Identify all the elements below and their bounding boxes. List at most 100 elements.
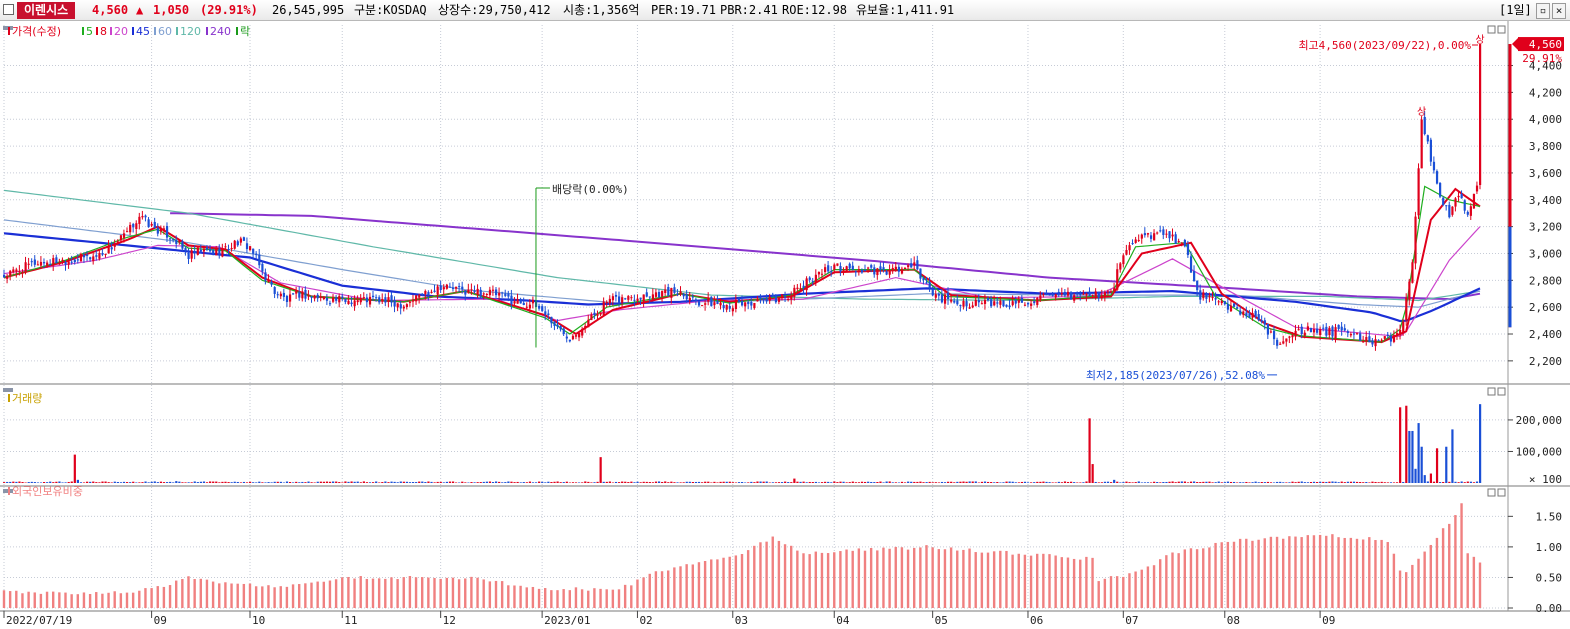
candle-body bbox=[1386, 334, 1389, 336]
volume-bar bbox=[956, 481, 959, 483]
volume-bar bbox=[325, 481, 329, 483]
candle-body bbox=[1316, 328, 1319, 333]
foreign-holding-bar bbox=[1140, 569, 1143, 608]
candle-body bbox=[839, 266, 842, 272]
candle-body bbox=[817, 271, 821, 275]
foreign-holding-bar bbox=[507, 585, 510, 608]
candle-body bbox=[894, 266, 897, 271]
volume-bar bbox=[1328, 481, 1331, 483]
foreign-holding-bar bbox=[1232, 541, 1236, 608]
volume-bar bbox=[1165, 481, 1168, 483]
volume-bar bbox=[1322, 481, 1325, 483]
stock-name[interactable]: 이렌시스 bbox=[17, 2, 76, 19]
foreign-holding-bar bbox=[808, 554, 811, 608]
volume-bar bbox=[279, 481, 282, 483]
volume-bar bbox=[107, 482, 110, 483]
window-icon[interactable] bbox=[3, 4, 14, 15]
foreign-holding-bar bbox=[685, 564, 688, 608]
chart-header: 이렌시스 4,560 ▲ 1,050 (29.91%) 26,545,995 구… bbox=[0, 0, 1570, 21]
candle-body bbox=[673, 287, 676, 294]
candle-body bbox=[907, 265, 910, 268]
volume-bar bbox=[870, 481, 873, 483]
foreign-holding-bar bbox=[359, 576, 362, 608]
volume-bar bbox=[408, 482, 412, 483]
volume-bar bbox=[1276, 481, 1279, 483]
volume-bar bbox=[101, 481, 104, 483]
candle-body bbox=[172, 239, 175, 241]
volume-bar bbox=[1395, 482, 1399, 483]
volume-bar bbox=[1479, 404, 1482, 483]
volume-bar bbox=[1116, 481, 1119, 483]
volume-bar bbox=[212, 481, 215, 483]
candle-body bbox=[1479, 44, 1482, 186]
volume-bar bbox=[1260, 481, 1263, 483]
foreign-holding-bar bbox=[728, 556, 731, 608]
volume-bar bbox=[802, 481, 805, 483]
candle-body bbox=[1014, 300, 1017, 304]
candle-body bbox=[882, 267, 885, 270]
close-icon[interactable]: × bbox=[1552, 3, 1566, 19]
candle-body bbox=[999, 300, 1002, 305]
candle-body bbox=[295, 290, 298, 294]
volume-bar bbox=[196, 482, 199, 483]
minimize-icon[interactable]: ▫ bbox=[1536, 3, 1550, 19]
period-selector[interactable]: [1일] bbox=[1499, 3, 1532, 17]
candle-body bbox=[1091, 295, 1094, 297]
x-tick-label-3: 11 bbox=[344, 614, 357, 627]
volume-bar bbox=[1269, 482, 1273, 483]
foreign-holding-bar bbox=[1042, 553, 1045, 608]
volume-bar bbox=[1193, 481, 1196, 483]
volume-bar bbox=[1457, 482, 1460, 483]
candle-body bbox=[126, 231, 129, 233]
volume-bar bbox=[1026, 482, 1030, 483]
legend-label-2: 8 bbox=[100, 25, 107, 38]
foreign-ytick-label-1: 1.00 bbox=[1536, 541, 1563, 554]
foreign-holding-bar bbox=[1189, 548, 1193, 608]
volume-bar bbox=[92, 481, 95, 483]
volume-bar bbox=[1248, 482, 1251, 483]
candle-body bbox=[202, 248, 206, 252]
candle-body bbox=[476, 288, 479, 295]
candle-body bbox=[811, 281, 814, 283]
volume-bar bbox=[209, 481, 212, 483]
volume-bar bbox=[1177, 481, 1180, 483]
candle-body bbox=[1045, 294, 1048, 296]
candle-body bbox=[728, 306, 731, 309]
candle-body bbox=[1408, 281, 1411, 300]
candle-body bbox=[310, 296, 313, 298]
candle-body bbox=[316, 294, 319, 299]
candle-body bbox=[1420, 119, 1423, 169]
volume-bar bbox=[1475, 481, 1479, 483]
foreign-holding-bar bbox=[1417, 558, 1420, 608]
candle-body bbox=[258, 254, 261, 266]
price-ytick-label-0: 4,400 bbox=[1529, 60, 1562, 73]
candle-body bbox=[36, 264, 40, 266]
candle-body bbox=[239, 238, 242, 243]
volume-bar bbox=[876, 482, 879, 483]
volume-bar bbox=[221, 481, 224, 483]
foreign-holding-bar bbox=[1448, 523, 1451, 608]
candle-body bbox=[873, 267, 876, 275]
candle-body bbox=[1057, 291, 1060, 293]
volume-bar bbox=[1282, 482, 1285, 483]
candle-body bbox=[1426, 135, 1429, 142]
volume-bar bbox=[498, 481, 501, 483]
candle-body bbox=[1368, 336, 1371, 343]
candle-body bbox=[636, 298, 639, 301]
foreign-holding-bar bbox=[402, 577, 405, 608]
candle-body bbox=[1439, 183, 1442, 197]
candle-body bbox=[1079, 293, 1082, 296]
volume-bar bbox=[1106, 481, 1110, 483]
candle-body bbox=[1282, 341, 1285, 344]
foreign-holding-bar bbox=[759, 542, 762, 608]
legend-swatch-3 bbox=[110, 27, 112, 35]
candle-body bbox=[224, 246, 227, 248]
volume-bar bbox=[49, 481, 52, 483]
foreign-holding-bar bbox=[611, 589, 615, 608]
price-change-pct: (29.91%) bbox=[200, 3, 258, 17]
candle-body bbox=[33, 259, 36, 265]
foreign-holding-bar bbox=[88, 594, 92, 608]
foreign-holding-bar bbox=[1085, 556, 1088, 608]
volume-bar bbox=[891, 482, 894, 483]
volume-bar bbox=[1312, 481, 1316, 483]
